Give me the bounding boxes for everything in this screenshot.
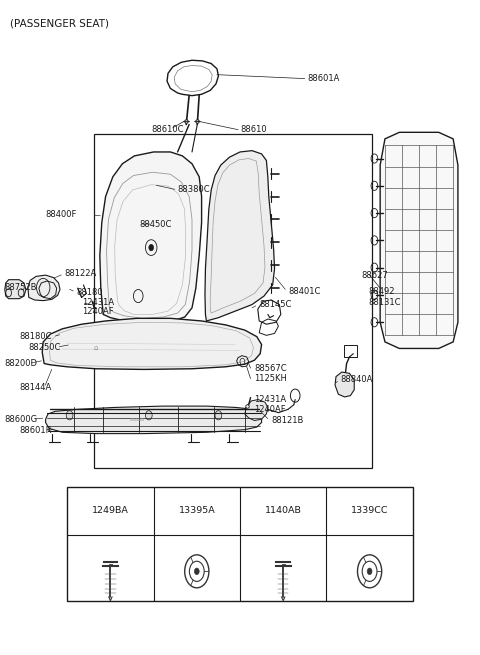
Text: 88401C: 88401C: [288, 287, 320, 296]
Text: 88840A: 88840A: [341, 375, 373, 384]
Polygon shape: [42, 318, 262, 369]
Polygon shape: [205, 151, 275, 321]
Text: 88492: 88492: [369, 287, 395, 296]
Circle shape: [145, 411, 152, 420]
Bar: [344, 345, 357, 357]
Circle shape: [215, 411, 222, 420]
Polygon shape: [380, 132, 458, 348]
Text: 88131C: 88131C: [369, 298, 401, 307]
Bar: [67, 487, 413, 601]
Text: 88122A: 88122A: [65, 269, 97, 278]
Text: 88121B: 88121B: [271, 416, 303, 425]
Circle shape: [66, 411, 73, 420]
Text: 88180: 88180: [77, 288, 103, 297]
Text: 88144A: 88144A: [19, 383, 51, 392]
Text: 1240AF: 1240AF: [83, 307, 114, 316]
Text: 88200D: 88200D: [5, 359, 38, 368]
Text: 88400F: 88400F: [46, 210, 77, 219]
Text: 88600G: 88600G: [5, 415, 38, 424]
Circle shape: [149, 244, 154, 251]
Polygon shape: [46, 406, 262, 434]
Text: 88627: 88627: [361, 271, 388, 280]
Text: 88180C: 88180C: [19, 332, 52, 341]
Circle shape: [367, 568, 372, 574]
Text: 12431A: 12431A: [83, 298, 115, 307]
Bar: [94, 134, 372, 468]
Text: aaaaa: aaaaa: [129, 417, 144, 422]
Text: 88380C: 88380C: [178, 185, 210, 195]
Text: 88610: 88610: [240, 125, 266, 134]
Text: 1249BA: 1249BA: [92, 506, 129, 515]
Text: 88145C: 88145C: [259, 300, 291, 309]
Text: 88250C: 88250C: [29, 343, 61, 352]
Text: 88610C: 88610C: [151, 125, 184, 134]
Polygon shape: [5, 280, 26, 299]
Circle shape: [194, 568, 199, 574]
Text: 1240AF: 1240AF: [254, 405, 286, 414]
Text: 88752B: 88752B: [5, 283, 37, 292]
Text: 1339CC: 1339CC: [351, 506, 388, 515]
Text: 88601A: 88601A: [307, 74, 339, 83]
Text: 88601R: 88601R: [19, 426, 52, 436]
Text: 1140AB: 1140AB: [265, 506, 301, 515]
Polygon shape: [28, 275, 60, 301]
Text: (PASSENGER SEAT): (PASSENGER SEAT): [10, 18, 108, 28]
Polygon shape: [335, 372, 354, 397]
Polygon shape: [245, 400, 268, 421]
Text: 1125KH: 1125KH: [254, 374, 287, 383]
Text: 13395A: 13395A: [179, 506, 215, 515]
Text: 12431A: 12431A: [254, 395, 287, 404]
Text: 88567C: 88567C: [254, 364, 287, 373]
Text: 88450C: 88450C: [139, 219, 171, 229]
Text: ⌂: ⌂: [94, 345, 98, 352]
Polygon shape: [100, 152, 202, 322]
